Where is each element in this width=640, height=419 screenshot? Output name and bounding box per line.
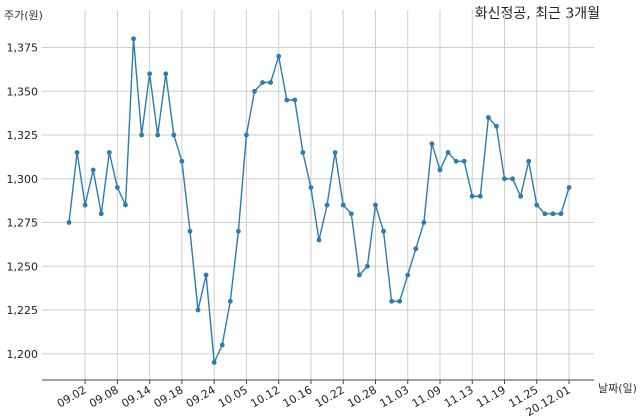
data-point (292, 97, 298, 103)
data-point (421, 220, 427, 225)
y-tick-label: 1,350 (7, 85, 39, 98)
data-point (244, 132, 249, 138)
data-point (163, 71, 169, 77)
data-point (566, 185, 572, 190)
data-point (195, 307, 201, 313)
y-tick-label: 1,375 (7, 42, 39, 55)
data-point (510, 176, 515, 182)
data-point (300, 150, 306, 155)
data-point (308, 185, 314, 190)
y-tick-label: 1,275 (7, 217, 39, 230)
x-tick-labels: 09.0209.0809.1409.1809.2410.0510.1210.16… (55, 380, 573, 419)
data-point (413, 246, 419, 252)
data-point (477, 193, 483, 199)
x-tick-label: 11.03 (377, 383, 411, 410)
data-point (405, 272, 411, 278)
data-point (179, 158, 185, 164)
gridlines (42, 10, 594, 380)
data-point (502, 176, 507, 182)
data-point (518, 193, 524, 199)
x-tick-label: 09.08 (87, 383, 121, 410)
data-point (227, 298, 233, 304)
x-tick-label: 09.14 (119, 383, 153, 410)
y-axis-label: 주가(원) (4, 9, 43, 22)
data-point (542, 211, 548, 217)
chart-title: 화신정공, 최근 3개월 (475, 6, 600, 22)
series-plot (66, 36, 572, 366)
x-tick-label: 09.18 (152, 383, 186, 410)
data-point (155, 132, 161, 138)
x-tick-label: 11.19 (474, 383, 508, 410)
data-point (252, 88, 257, 94)
data-point (235, 228, 241, 234)
data-point (429, 141, 435, 147)
data-point (139, 132, 144, 138)
data-point (316, 237, 322, 243)
data-point (276, 53, 282, 59)
data-point (381, 228, 386, 234)
data-point (74, 150, 80, 155)
data-point (114, 185, 120, 190)
data-point (98, 211, 104, 217)
data-point (66, 220, 72, 225)
data-point (389, 298, 394, 304)
x-tick-label: 11.09 (410, 383, 444, 410)
y-tick-label: 1,200 (7, 348, 39, 361)
x-tick-label: 10.22 (313, 383, 347, 410)
x-axis-label: 날짜(일) (598, 381, 637, 395)
y-tick-label: 1,325 (7, 129, 39, 142)
x-tick-label: 09.02 (55, 383, 89, 410)
x-tick-label: 10.12 (248, 383, 282, 410)
data-point (147, 71, 153, 77)
data-point (534, 202, 540, 208)
x-tick-label: 10.28 (345, 383, 379, 410)
data-point (373, 202, 378, 208)
data-point (211, 360, 217, 365)
data-point (82, 202, 88, 208)
data-point (445, 150, 451, 155)
data-point (485, 115, 491, 120)
series-line (68, 38, 570, 366)
data-point (526, 158, 532, 164)
data-point (453, 158, 459, 164)
data-point (558, 211, 564, 217)
data-point (461, 158, 467, 164)
data-point (397, 298, 403, 304)
data-point (284, 97, 290, 103)
x-tick-label: 09.24 (184, 383, 218, 410)
data-point (203, 272, 209, 278)
data-point (187, 228, 193, 234)
data-point (348, 211, 354, 217)
data-point (171, 132, 177, 138)
data-point (268, 80, 274, 85)
x-tick-label: 11.13 (442, 383, 476, 410)
data-point (324, 202, 330, 208)
data-point (219, 342, 225, 348)
data-point (340, 202, 346, 208)
data-point (469, 193, 475, 199)
x-tick-label: 10.16 (281, 383, 315, 410)
y-tick-label: 1,300 (7, 173, 39, 186)
data-point (365, 263, 370, 269)
data-point (131, 36, 136, 42)
y-tick-labels: 1,200 1,225 1,250 1,275 1,300 1,325 1,350 1,375 (7, 42, 39, 361)
data-point (260, 80, 265, 85)
data-point (437, 167, 443, 173)
x-tick-label: 10.05 (216, 383, 250, 410)
data-point (123, 202, 128, 208)
y-tick-label: 1,225 (7, 304, 39, 317)
data-point (494, 123, 499, 129)
data-point (550, 211, 556, 217)
data-point (356, 272, 362, 278)
data-point (106, 150, 112, 155)
data-point (90, 167, 96, 173)
y-tick-label: 1,250 (7, 260, 39, 273)
data-point (332, 150, 338, 155)
